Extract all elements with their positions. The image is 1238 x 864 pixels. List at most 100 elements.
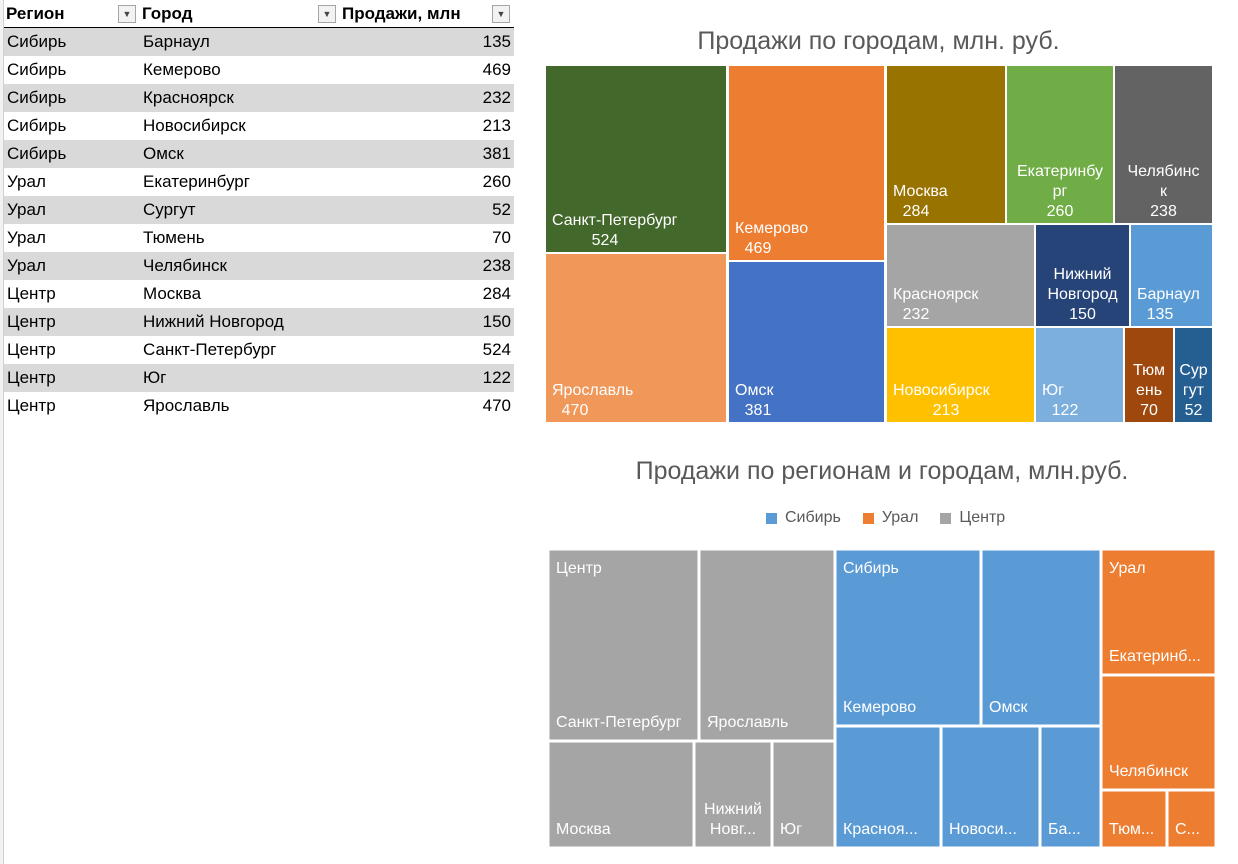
cell-city[interactable]: Кемерово <box>143 60 221 79</box>
treemap-by-city[interactable]: Санкт-Петербург 524 Ярославль 470 Кемерово 46… <box>545 65 1213 423</box>
treemap-tile[interactable]: Юг <box>773 742 834 847</box>
treemap-tile[interactable]: Тюм ень 70 <box>1125 328 1173 422</box>
treemap-tile[interactable]: Тюм... <box>1102 791 1166 847</box>
cell-region[interactable]: Урал <box>4 196 140 224</box>
tile-value-label: 52 <box>1185 402 1203 419</box>
header-sales[interactable]: Продажи, млн ▼ <box>340 0 514 28</box>
treemap-tile[interactable]: Челябинск <box>1102 676 1215 789</box>
cell-city[interactable]: Тюмень <box>143 228 205 247</box>
treemap-tile[interactable]: Москва 284 <box>887 66 1005 223</box>
cell-sales[interactable]: 122 <box>340 364 514 392</box>
cell-city[interactable]: Санкт-Петербург <box>143 340 277 359</box>
cell-region[interactable]: Урал <box>7 172 46 191</box>
treemap-tile[interactable]: Омск 381 <box>729 262 884 422</box>
tile-city-label: Кемерово <box>843 699 916 716</box>
cell-sales[interactable]: 469 <box>482 60 511 79</box>
cell-region[interactable]: Сибирь <box>4 84 140 112</box>
cell-city[interactable]: Ярославль <box>143 396 230 415</box>
treemap-tile[interactable]: Челябинс к 238 <box>1115 66 1212 223</box>
treemap-tile[interactable]: Сур гут 52 <box>1175 328 1212 422</box>
cell-city[interactable]: Омск <box>140 140 340 168</box>
group-label: Сибирь <box>843 560 899 577</box>
tile-city-label: ень <box>1136 382 1162 399</box>
cell-city[interactable]: Челябинск <box>140 252 340 280</box>
cell-region[interactable]: Урал <box>7 228 46 247</box>
treemap-tile[interactable]: Нижний Новг... <box>695 742 771 847</box>
cell-region[interactable]: Сибирь <box>7 116 67 135</box>
group-label: Урал <box>1109 560 1146 577</box>
treemap-tile[interactable]: Санкт-Петербург 524 <box>546 66 726 252</box>
cell-city[interactable]: Сургут <box>140 196 340 224</box>
cell-region[interactable]: Центр <box>7 284 56 303</box>
treemap-tile[interactable]: Москва <box>549 742 693 847</box>
legend-label: Урал <box>881 509 919 526</box>
treemap-tile[interactable]: Красноярск 232 <box>887 225 1034 326</box>
cell-city[interactable]: Екатеринбург <box>143 172 250 191</box>
treemap-tile[interactable]: Кемерово 469 <box>729 66 884 260</box>
cell-region[interactable]: Центр <box>7 340 56 359</box>
tile-rect <box>549 742 693 847</box>
filter-dropdown-icon[interactable]: ▼ <box>492 5 510 23</box>
filter-dropdown-icon[interactable]: ▼ <box>118 5 136 23</box>
table-row: Сибирь Новосибирск 213 <box>4 112 514 140</box>
cell-sales[interactable]: 135 <box>340 27 514 56</box>
table-row: Урал Сургут 52 <box>4 196 514 224</box>
cell-sales[interactable]: 70 <box>492 228 511 247</box>
cell-sales[interactable]: 381 <box>340 140 514 168</box>
tile-city-label: гут <box>1183 382 1205 399</box>
cell-city[interactable]: Нижний Новгород <box>140 308 340 336</box>
cell-sales[interactable]: 470 <box>482 396 511 415</box>
treemap-tile[interactable]: Красноя... <box>836 727 940 847</box>
treemap-tile[interactable]: Новосибирск 213 <box>887 328 1034 422</box>
cell-sales[interactable]: 238 <box>340 252 514 280</box>
treemap-by-region[interactable]: Центр Санкт-Петербург Ярославль Москва Нижни… <box>548 549 1216 848</box>
treemap-tile[interactable]: Нижний Новгород 150 <box>1036 225 1129 326</box>
cell-region[interactable]: Урал <box>4 252 140 280</box>
treemap-tile[interactable]: Центр Санкт-Петербург <box>549 550 698 740</box>
treemap-tile[interactable]: Сибирь Кемерово <box>836 550 980 725</box>
tile-value-label: 381 <box>745 402 772 419</box>
header-city[interactable]: Город ▼ <box>140 0 340 28</box>
cell-city[interactable]: Красноярск <box>140 84 340 112</box>
tile-rect <box>1131 225 1212 326</box>
treemap-tile[interactable]: Ба... <box>1041 727 1100 847</box>
cell-region[interactable]: Центр <box>4 308 140 336</box>
cell-sales[interactable]: 284 <box>482 284 511 303</box>
cell-sales[interactable]: 260 <box>482 172 511 191</box>
tile-city-label: Новосибирск <box>893 382 991 399</box>
treemap-tile[interactable]: Ярославль 470 <box>546 254 726 422</box>
treemap-tile[interactable]: С... <box>1168 791 1215 847</box>
cell-city[interactable]: Барнаул <box>140 27 340 56</box>
tile-value-label: 213 <box>933 402 960 419</box>
cell-region[interactable]: Сибирь <box>4 140 140 168</box>
cell-city[interactable]: Новосибирск <box>143 116 246 135</box>
tile-city-label: Новоси... <box>949 821 1017 838</box>
treemap-tile[interactable]: Омск <box>982 550 1100 725</box>
treemap-tile[interactable]: Барнаул 135 <box>1131 225 1212 326</box>
cell-city[interactable]: Москва <box>143 284 202 303</box>
cell-region[interactable]: Сибирь <box>4 27 140 56</box>
treemap-tile[interactable]: Юг 122 <box>1036 328 1123 422</box>
treemap-tile[interactable]: Ярославль <box>700 550 834 740</box>
cell-sales[interactable]: 232 <box>340 84 514 112</box>
table-row: Центр Санкт-Петербург 524 <box>4 336 514 364</box>
cell-sales[interactable]: 213 <box>482 116 511 135</box>
cell-sales[interactable]: 150 <box>340 308 514 336</box>
tile-city-label: Красноярск <box>893 286 979 303</box>
filter-dropdown-icon[interactable]: ▼ <box>318 5 336 23</box>
cell-sales[interactable]: 52 <box>340 196 514 224</box>
tile-rect <box>695 742 771 847</box>
tile-rect <box>836 727 940 847</box>
cell-region[interactable]: Сибирь <box>7 60 67 79</box>
treemap-tile[interactable]: Урал Екатеринб... <box>1102 550 1215 674</box>
treemap-tile[interactable]: Новоси... <box>942 727 1039 847</box>
cell-region[interactable]: Центр <box>7 396 56 415</box>
header-region[interactable]: Регион ▼ <box>4 0 140 28</box>
cell-region[interactable]: Центр <box>4 364 140 392</box>
cell-sales[interactable]: 524 <box>482 340 511 359</box>
tile-city-label: Ба... <box>1048 821 1081 838</box>
cell-city[interactable]: Юг <box>140 364 340 392</box>
treemap-tile[interactable]: Екатеринбу рг 260 <box>1007 66 1113 223</box>
tile-city-label: Барнаул <box>1137 286 1200 303</box>
tile-rect <box>1102 550 1215 674</box>
